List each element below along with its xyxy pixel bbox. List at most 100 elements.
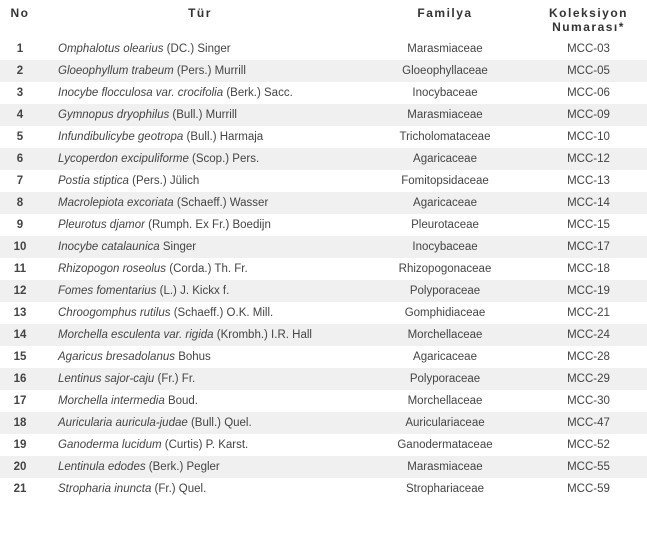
species-authority: (Bull.) Harmaja <box>183 131 263 143</box>
cell-koleksiyon: MCC-17 <box>530 236 647 258</box>
cell-familya: Marasmiaceae <box>360 38 530 60</box>
header-familya: Familya <box>360 0 530 38</box>
header-koleksiyon-line1: Koleksiyon <box>549 6 628 20</box>
cell-no: 21 <box>0 478 40 500</box>
table-row: 2Gloeophyllum trabeum (Pers.) MurrillGlo… <box>0 60 647 82</box>
table-row: 13Chroogomphus rutilus (Schaeff.) O.K. M… <box>0 302 647 324</box>
cell-tur: Morchella esculenta var. rigida (Krombh.… <box>40 324 360 346</box>
cell-no: 15 <box>0 346 40 368</box>
cell-no: 17 <box>0 390 40 412</box>
table-row: 12Fomes fomentarius (L.) J. Kickx f.Poly… <box>0 280 647 302</box>
species-authority: (Pers.) Jülich <box>129 175 199 187</box>
header-koleksiyon: Koleksiyon Numarası* <box>530 0 647 38</box>
cell-no: 19 <box>0 434 40 456</box>
cell-koleksiyon: MCC-29 <box>530 368 647 390</box>
cell-no: 7 <box>0 170 40 192</box>
table-row: 6Lycoperdon excipuliforme (Scop.) Pers.A… <box>0 148 647 170</box>
cell-familya: Strophariaceae <box>360 478 530 500</box>
cell-no: 13 <box>0 302 40 324</box>
cell-tur: Omphalotus olearius (DC.) Singer <box>40 38 360 60</box>
cell-tur: Lycoperdon excipuliforme (Scop.) Pers. <box>40 148 360 170</box>
species-authority: (Berk.) Pegler <box>146 461 220 473</box>
cell-koleksiyon: MCC-13 <box>530 170 647 192</box>
cell-tur: Gloeophyllum trabeum (Pers.) Murrill <box>40 60 360 82</box>
cell-tur: Inocybe flocculosa var. crocifolia (Berk… <box>40 82 360 104</box>
table-row: 15Agaricus bresadolanus BohusAgaricaceae… <box>0 346 647 368</box>
cell-familya: Polyporaceae <box>360 368 530 390</box>
table-row: 3Inocybe flocculosa var. crocifolia (Ber… <box>0 82 647 104</box>
cell-no: 3 <box>0 82 40 104</box>
cell-tur: Lentinus sajor-caju (Fr.) Fr. <box>40 368 360 390</box>
species-authority: (Scop.) Pers. <box>189 153 259 165</box>
cell-familya: Gloeophyllaceae <box>360 60 530 82</box>
species-name: Inocybe flocculosa var. crocifolia <box>58 87 223 99</box>
cell-koleksiyon: MCC-18 <box>530 258 647 280</box>
species-authority: (Schaeff.) Wasser <box>174 197 269 209</box>
species-name: Ganoderma lucidum <box>58 439 162 451</box>
species-name: Lentinus sajor-caju <box>58 373 154 385</box>
cell-koleksiyon: MCC-30 <box>530 390 647 412</box>
species-name: Rhizopogon roseolus <box>58 263 169 275</box>
cell-tur: Postia stiptica (Pers.) Jülich <box>40 170 360 192</box>
cell-familya: Ganodermataceae <box>360 434 530 456</box>
cell-familya: Marasmiaceae <box>360 456 530 478</box>
cell-familya: Marasmiaceae <box>360 104 530 126</box>
species-name: Agaricus bresadolanus <box>58 351 175 363</box>
species-name: Fomes fomentarius <box>58 285 156 297</box>
cell-koleksiyon: MCC-28 <box>530 346 647 368</box>
table-row: 19Ganoderma lucidum (Curtis) P. Karst.Ga… <box>0 434 647 456</box>
cell-tur: Gymnopus dryophilus (Bull.) Murrill <box>40 104 360 126</box>
species-name: Inocybe catalaunica <box>58 241 160 253</box>
species-authority: (DC.) Singer <box>163 43 230 55</box>
cell-tur: Auricularia auricula-judae (Bull.) Quel. <box>40 412 360 434</box>
cell-familya: Agaricaceae <box>360 346 530 368</box>
cell-familya: Agaricaceae <box>360 192 530 214</box>
species-authority: (Corda.) Th. Fr. <box>169 263 247 275</box>
cell-koleksiyon: MCC-10 <box>530 126 647 148</box>
species-authority: Singer <box>160 241 196 253</box>
table-row: 10Inocybe catalaunica SingerInocybaceaeM… <box>0 236 647 258</box>
cell-familya: Gomphidiaceae <box>360 302 530 324</box>
cell-no: 20 <box>0 456 40 478</box>
table-row: 17Morchella intermedia Boud.Morchellacea… <box>0 390 647 412</box>
species-authority: (L.) J. Kickx f. <box>156 285 229 297</box>
cell-koleksiyon: MCC-05 <box>530 60 647 82</box>
cell-tur: Ganoderma lucidum (Curtis) P. Karst. <box>40 434 360 456</box>
species-name: Omphalotus olearius <box>58 43 163 55</box>
cell-no: 2 <box>0 60 40 82</box>
table-row: 9Pleurotus djamor (Rumph. Ex Fr.) Boedij… <box>0 214 647 236</box>
species-authority: (Fr.) Fr. <box>154 373 195 385</box>
cell-no: 4 <box>0 104 40 126</box>
cell-familya: Agaricaceae <box>360 148 530 170</box>
cell-familya: Polyporaceae <box>360 280 530 302</box>
cell-koleksiyon: MCC-09 <box>530 104 647 126</box>
species-authority: Boud. <box>165 395 198 407</box>
cell-tur: Lentinula edodes (Berk.) Pegler <box>40 456 360 478</box>
species-name: Gymnopus dryophilus <box>58 109 169 121</box>
cell-tur: Macrolepiota excoriata (Schaeff.) Wasser <box>40 192 360 214</box>
cell-koleksiyon: MCC-06 <box>530 82 647 104</box>
cell-familya: Inocybaceae <box>360 82 530 104</box>
cell-koleksiyon: MCC-21 <box>530 302 647 324</box>
species-authority: (Fr.) Quel. <box>151 483 206 495</box>
species-authority: (Rumph. Ex Fr.) Boedijn <box>145 219 271 231</box>
cell-familya: Morchellaceae <box>360 390 530 412</box>
table-row: 11Rhizopogon roseolus (Corda.) Th. Fr.Rh… <box>0 258 647 280</box>
cell-koleksiyon: MCC-14 <box>530 192 647 214</box>
species-name: Chroogomphus rutilus <box>58 307 171 319</box>
cell-koleksiyon: MCC-03 <box>530 38 647 60</box>
table-row: 16Lentinus sajor-caju (Fr.) Fr.Polyporac… <box>0 368 647 390</box>
species-authority: (Krombh.) I.R. Hall <box>214 329 312 341</box>
cell-tur: Stropharia inuncta (Fr.) Quel. <box>40 478 360 500</box>
header-tur: Tür <box>40 0 360 38</box>
cell-tur: Agaricus bresadolanus Bohus <box>40 346 360 368</box>
cell-familya: Inocybaceae <box>360 236 530 258</box>
species-authority: (Pers.) Murrill <box>174 65 246 77</box>
cell-no: 5 <box>0 126 40 148</box>
species-table: No Tür Familya Koleksiyon Numarası* 1Omp… <box>0 0 647 500</box>
cell-no: 1 <box>0 38 40 60</box>
table-row: 1Omphalotus olearius (DC.) SingerMarasmi… <box>0 38 647 60</box>
cell-no: 18 <box>0 412 40 434</box>
species-name: Gloeophyllum trabeum <box>58 65 174 77</box>
species-name: Stropharia inuncta <box>58 483 151 495</box>
